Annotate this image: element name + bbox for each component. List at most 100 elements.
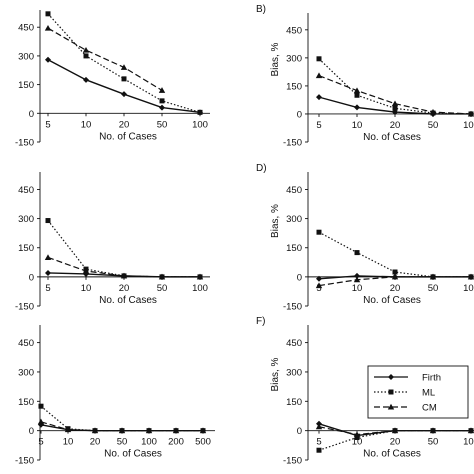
data-point-firth bbox=[354, 104, 360, 111]
y-tick-label: 450 bbox=[18, 185, 34, 196]
y-tick-label: -150 bbox=[283, 138, 302, 149]
panel-f: -150 0 150 300 450 5 10 20 50 100 No. of Cases Bias… bbox=[256, 316, 474, 467]
data-point-cm bbox=[145, 427, 153, 434]
panel-label: F) bbox=[256, 316, 265, 327]
x-tick-label: 100 bbox=[192, 283, 208, 294]
y-tick-label: 450 bbox=[286, 25, 302, 36]
series-line-ml bbox=[47, 220, 200, 278]
data-point-firth bbox=[316, 275, 322, 282]
data-point-cm bbox=[172, 427, 180, 434]
x-tick-label: 100 bbox=[463, 120, 474, 131]
x-tick-label: 100 bbox=[463, 283, 474, 294]
y-tick-label: 150 bbox=[18, 80, 34, 91]
y-axis-title: Bias, % bbox=[270, 357, 281, 391]
y-tick-label: -150 bbox=[15, 302, 34, 313]
data-point-ml bbox=[38, 403, 44, 409]
legend-marker bbox=[387, 403, 395, 410]
series-ml bbox=[316, 56, 474, 117]
data-point-ml bbox=[354, 92, 360, 98]
y-tick-label: 450 bbox=[18, 338, 34, 349]
data-point-cm bbox=[199, 427, 207, 434]
x-tick-label: 5 bbox=[316, 437, 321, 448]
x-tick-label: 500 bbox=[195, 437, 211, 448]
series-line-cm bbox=[47, 27, 163, 91]
data-point-firth bbox=[316, 94, 322, 101]
series-line-ml bbox=[318, 58, 472, 115]
data-point-cm bbox=[91, 427, 99, 434]
panel-a: -150 0 150 300 450 5 10 20 50 100 No. of Cases bbox=[15, 10, 210, 149]
plot-area bbox=[315, 56, 474, 117]
data-point-ml bbox=[316, 229, 322, 235]
legend-label: ML bbox=[422, 388, 435, 399]
data-point-cm bbox=[82, 267, 90, 274]
data-point-ml bbox=[392, 269, 398, 275]
data-point-cm bbox=[429, 108, 437, 115]
y-tick-label: 150 bbox=[18, 243, 34, 254]
y-tick-label: 300 bbox=[18, 214, 34, 225]
data-point-ml bbox=[45, 218, 51, 224]
data-point-ml bbox=[354, 435, 360, 440]
data-point-cm bbox=[467, 427, 474, 434]
series-ml bbox=[45, 11, 203, 115]
x-tick-label: 200 bbox=[168, 437, 184, 448]
y-tick-label: 450 bbox=[286, 185, 302, 196]
legend: Firth ML CM bbox=[367, 365, 469, 419]
data-point-cm bbox=[44, 254, 52, 260]
data-point-cm bbox=[44, 24, 52, 31]
legend-item-firth: Firth bbox=[374, 373, 441, 384]
x-tick-label: 100 bbox=[141, 437, 157, 448]
data-point-firth bbox=[159, 104, 165, 111]
data-point-cm bbox=[82, 46, 90, 53]
data-point-cm bbox=[429, 273, 437, 280]
x-tick-label: 20 bbox=[390, 437, 401, 448]
x-axis-title: No. of Cases bbox=[99, 295, 157, 306]
y-tick-label: -150 bbox=[15, 456, 34, 467]
x-axis-title: No. of Cases bbox=[99, 131, 157, 142]
x-tick-label: 10 bbox=[352, 283, 363, 294]
x-tick-label: 5 bbox=[38, 437, 43, 448]
x-tick-label: 20 bbox=[390, 283, 401, 294]
data-point-cm bbox=[391, 427, 399, 434]
legend-box bbox=[367, 365, 469, 419]
y-tick-label: 150 bbox=[286, 81, 302, 92]
panel-label: D) bbox=[256, 163, 267, 174]
y-tick-label: 300 bbox=[286, 214, 302, 225]
x-tick-label: 50 bbox=[428, 283, 439, 294]
x-tick-label: 50 bbox=[117, 437, 128, 448]
data-point-cm bbox=[120, 272, 128, 279]
series-cm bbox=[44, 254, 204, 280]
data-point-firth bbox=[83, 76, 89, 83]
legend-marker bbox=[388, 389, 394, 395]
plot-area bbox=[37, 403, 207, 434]
y-tick-label: 150 bbox=[18, 397, 34, 408]
x-tick-label: 50 bbox=[428, 437, 439, 448]
plot-area bbox=[315, 229, 474, 289]
legend-label: Firth bbox=[422, 373, 441, 384]
x-tick-label: 20 bbox=[119, 119, 130, 130]
x-tick-label: 10 bbox=[81, 119, 92, 130]
data-point-firth bbox=[45, 56, 51, 63]
x-axis-title: No. of Cases bbox=[363, 449, 421, 460]
data-point-cm bbox=[353, 431, 361, 438]
panel-label: B) bbox=[256, 4, 266, 15]
legend-item-cm: CM bbox=[374, 403, 437, 414]
data-point-cm bbox=[315, 72, 323, 79]
x-tick-label: 10 bbox=[63, 437, 74, 448]
data-point-firth bbox=[354, 272, 360, 279]
data-point-ml bbox=[159, 98, 165, 104]
plot-area bbox=[315, 420, 474, 453]
y-tick-label: 450 bbox=[18, 23, 34, 34]
x-tick-label: 20 bbox=[119, 283, 130, 294]
y-tick-label: 0 bbox=[29, 109, 34, 120]
y-tick-label: -150 bbox=[15, 138, 34, 149]
x-tick-label: 5 bbox=[316, 120, 321, 131]
data-point-cm bbox=[158, 87, 166, 93]
x-tick-label: 10 bbox=[81, 283, 92, 294]
data-point-cm bbox=[196, 273, 204, 280]
x-tick-label: 50 bbox=[428, 120, 439, 131]
panel-c: -150 0 150 300 450 5 10 20 50 100 No. of Cases bbox=[15, 172, 210, 313]
x-tick-label: 10 bbox=[352, 437, 363, 448]
y-tick-label: -150 bbox=[283, 302, 302, 313]
y-tick-label: 150 bbox=[286, 243, 302, 254]
